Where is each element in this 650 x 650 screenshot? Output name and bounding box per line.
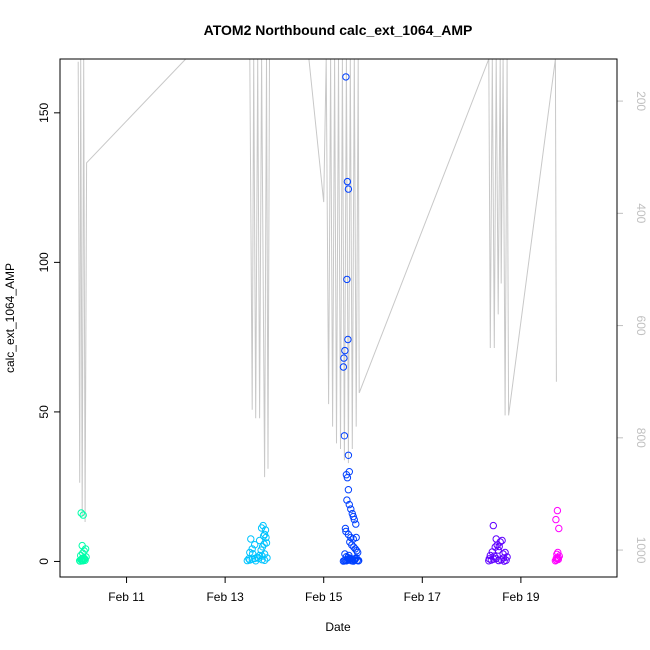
data-point [355, 556, 363, 565]
data-point [486, 551, 494, 560]
data-point [351, 556, 359, 564]
secondary-series [77, 59, 557, 523]
pressure-line [77, 59, 557, 523]
y2-tick-label: 200 [634, 91, 648, 111]
data-point [555, 524, 563, 533]
data-point [340, 432, 349, 440]
data-point [499, 554, 508, 562]
y-tick-label: 100 [37, 252, 51, 272]
data-point [352, 533, 360, 542]
data-point [490, 552, 498, 560]
data-point [342, 471, 351, 479]
data-point [553, 506, 562, 515]
data-point [248, 545, 256, 553]
data-point [500, 557, 508, 565]
plot-frame [59, 58, 618, 578]
y-tick-label: 150 [37, 103, 51, 123]
series-4 [485, 521, 511, 565]
y-axis-label: calc_ext_1064_AMP [3, 263, 17, 373]
data-point [354, 548, 362, 557]
data-point [344, 335, 352, 344]
y-tick-label: 0 [37, 558, 51, 565]
data-point [343, 177, 352, 186]
y2-tick-label: 1000 [634, 537, 648, 564]
data-point [501, 548, 509, 557]
data-point [80, 555, 89, 563]
data-point [344, 185, 353, 193]
data-point [251, 541, 259, 549]
y2-tick-label: 400 [634, 203, 648, 223]
data-point [340, 354, 348, 362]
chart-title: ATOM2 Northbound calc_ext_1064_AMP [204, 22, 473, 38]
data-point [342, 73, 350, 81]
data-point [343, 474, 352, 482]
data-point [255, 536, 264, 545]
data-point [554, 555, 562, 564]
x-tick-label: Feb 15 [305, 590, 343, 604]
data-point [552, 554, 561, 562]
data-point [342, 553, 351, 561]
data-point [254, 554, 263, 562]
x-tick-label: Feb 11 [108, 590, 145, 604]
x-tick-label: Feb 17 [404, 590, 442, 604]
data-point [353, 547, 361, 555]
data-point [343, 496, 351, 504]
series-5 [551, 506, 563, 565]
data-point [259, 521, 267, 530]
data-point [247, 535, 255, 543]
data-point [489, 521, 497, 530]
data-point [79, 511, 87, 519]
data-point [492, 535, 500, 543]
data-point [260, 540, 268, 548]
data-point [344, 486, 353, 494]
data-point [249, 550, 257, 558]
x-tick-label: Feb 19 [502, 590, 540, 604]
scatter-points [76, 73, 563, 565]
data-point [347, 505, 355, 513]
data-point [349, 512, 357, 521]
data-point [492, 554, 500, 563]
data-point [341, 524, 350, 533]
series-3 [339, 73, 363, 565]
y-tick-label: 50 [37, 405, 51, 419]
data-point [79, 557, 87, 565]
data-point [78, 541, 86, 550]
x-tick-label: Feb 13 [206, 590, 244, 604]
series-2 [243, 521, 271, 565]
data-point [498, 536, 506, 545]
data-point [345, 500, 353, 509]
data-point [494, 546, 502, 554]
axes: Feb 11 Feb 13 Feb 15 Feb 17 Feb 19 0 50 100 150 2… [37, 91, 648, 604]
data-point [341, 346, 349, 355]
data-point [350, 515, 358, 524]
y2-tick-label: 800 [634, 428, 648, 448]
data-point [263, 554, 271, 562]
data-point [352, 520, 360, 528]
y2-tick-label: 600 [634, 316, 648, 336]
data-point [344, 451, 353, 459]
data-point [552, 515, 560, 524]
x-axis-label: Date [325, 620, 351, 634]
data-point [245, 555, 253, 563]
data-point [339, 363, 348, 371]
data-point [77, 509, 85, 517]
data-point [80, 555, 88, 564]
data-point [343, 275, 351, 284]
data-point [257, 546, 265, 554]
data-point [495, 542, 503, 551]
data-point [262, 533, 270, 542]
data-point [261, 526, 270, 534]
series-1 [76, 509, 90, 565]
